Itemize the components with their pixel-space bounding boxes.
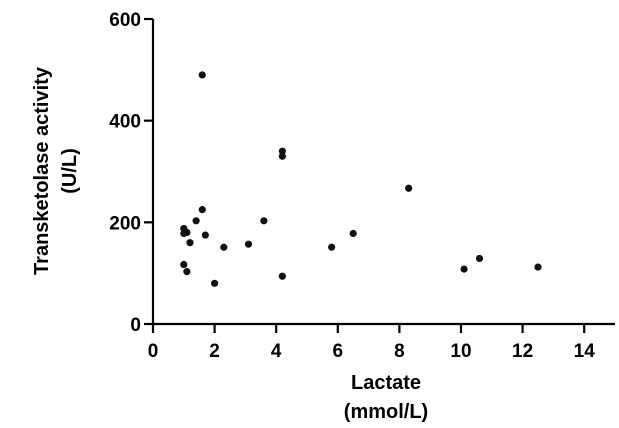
data-point: [349, 229, 357, 238]
x-tick-label: 4: [271, 341, 282, 362]
data-point: [186, 239, 194, 247]
data-point: [278, 152, 286, 160]
x-tick-label: 14: [574, 341, 596, 362]
data-point: [244, 240, 253, 248]
x-tick-label: 10: [450, 341, 471, 362]
y-tick-label: 600: [109, 10, 141, 31]
data-point: [198, 206, 206, 214]
y-tick-label: 400: [109, 112, 141, 133]
y-tick-label: 0: [130, 315, 141, 336]
x-axis-title: Lactate (mmol/L): [344, 372, 428, 423]
data-point: [260, 217, 268, 225]
data-point: [183, 228, 191, 237]
data-point: [475, 254, 484, 263]
data-point: [180, 260, 188, 269]
y-axis-title-line-1: Transketolase activity: [31, 66, 53, 275]
x-tick-label: 2: [209, 341, 220, 362]
data-point: [278, 272, 286, 280]
x-tick-label: 12: [512, 341, 533, 362]
data-point: [405, 184, 413, 192]
data-point: [211, 279, 219, 287]
x-axis-title-line-1: Lactate: [351, 372, 421, 394]
data-point: [201, 231, 209, 239]
data-point: [220, 243, 228, 251]
x-axis-title-line-2: (mmol/L): [344, 401, 428, 423]
y-tick-label: 200: [109, 213, 141, 234]
x-tick-label: 0: [148, 341, 159, 362]
y-axis-title-line-2: (U/L): [59, 148, 81, 194]
data-point: [278, 147, 286, 155]
x-tick-label: 6: [333, 341, 344, 362]
data-point: [460, 265, 468, 273]
x-tick-label: 8: [394, 341, 405, 362]
data-point: [183, 268, 191, 276]
data-point: [192, 217, 200, 225]
data-point: [534, 263, 542, 271]
data-point: [198, 71, 206, 79]
y-axis-title: Transketolase activity (U/L): [31, 66, 81, 275]
data-points: [180, 71, 542, 287]
data-point: [328, 243, 336, 251]
axes: 0 200 400 600 0 2 4 6 8 10 12 14: [109, 10, 615, 362]
